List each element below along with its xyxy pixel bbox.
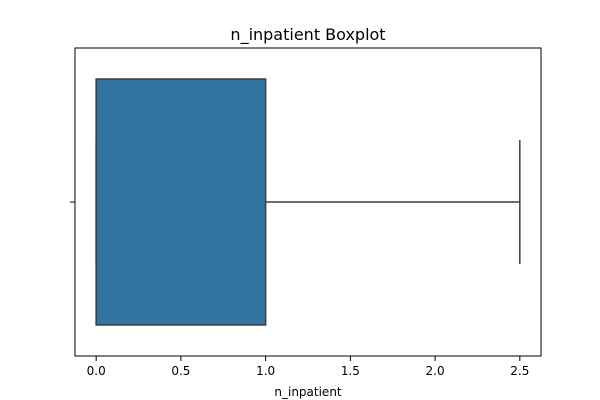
box-iqr — [95, 78, 267, 326]
x-tick-label: 2.5 — [510, 364, 529, 378]
chart-title: n_inpatient Boxplot — [230, 25, 385, 45]
x-tick-label: 2.0 — [426, 364, 445, 378]
x-axis-label: n_inpatient — [274, 385, 342, 399]
x-tick-label: 0.0 — [87, 364, 106, 378]
x-tick-label: 1.5 — [341, 364, 360, 378]
box-layer — [95, 78, 521, 326]
x-tick-label: 1.0 — [256, 364, 275, 378]
x-axis: 0.0 0.5 1.0 1.5 2.0 2.5 — [87, 356, 529, 378]
x-tick-label: 0.5 — [171, 364, 190, 378]
